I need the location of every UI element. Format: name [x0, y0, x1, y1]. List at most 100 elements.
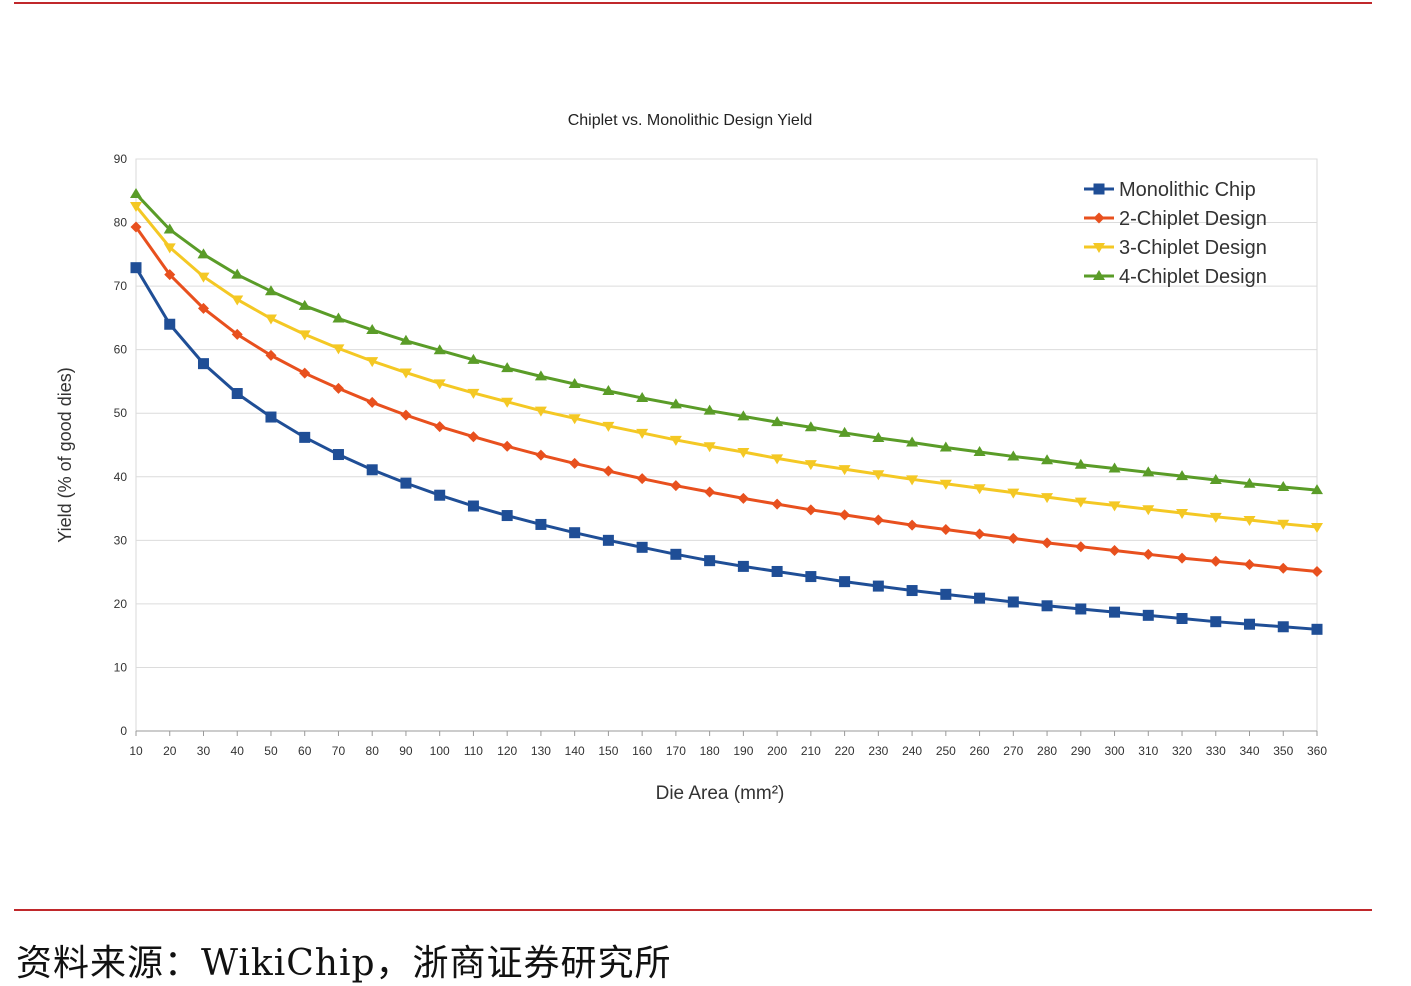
data-point-monolithic-chip — [164, 318, 176, 330]
grid-lines — [135, 158, 1318, 732]
data-point-monolithic-chip — [906, 585, 918, 597]
data-point-3-chiplet-design — [636, 428, 649, 439]
series-group — [130, 187, 1323, 635]
data-point-4-chiplet-design — [636, 391, 649, 402]
x-tick-label: 10 — [129, 744, 143, 758]
data-point-monolithic-chip — [434, 489, 446, 501]
data-point-monolithic-chip — [400, 477, 412, 489]
data-point-3-chiplet-design — [264, 314, 277, 325]
x-tick-label: 50 — [264, 744, 278, 758]
y-tick-label: 90 — [114, 152, 128, 166]
y-tick-label: 10 — [114, 660, 128, 674]
data-point-4-chiplet-design — [366, 323, 379, 334]
x-tick-label: 310 — [1138, 744, 1158, 758]
x-tick-label: 360 — [1307, 744, 1327, 758]
data-point-2-chiplet-design — [704, 486, 716, 498]
data-point-2-chiplet-design — [1311, 565, 1323, 577]
data-point-monolithic-chip — [1244, 618, 1256, 630]
legend-swatch-marker — [1093, 270, 1105, 280]
data-point-monolithic-chip — [467, 500, 479, 512]
data-point-2-chiplet-design — [400, 409, 412, 421]
bottom-rule — [14, 909, 1372, 911]
data-point-4-chiplet-design — [163, 223, 176, 234]
data-point-3-chiplet-design — [1277, 519, 1290, 530]
data-point-3-chiplet-design — [1209, 512, 1222, 523]
data-point-3-chiplet-design — [737, 447, 750, 458]
data-point-4-chiplet-design — [602, 384, 615, 395]
x-tick-label: 20 — [163, 744, 177, 758]
data-point-3-chiplet-design — [1176, 509, 1189, 520]
data-point-2-chiplet-design — [265, 349, 277, 361]
top-rule — [14, 2, 1372, 4]
data-point-3-chiplet-design — [939, 479, 952, 490]
data-point-4-chiplet-design — [298, 299, 311, 310]
data-point-monolithic-chip — [197, 358, 209, 370]
data-point-3-chiplet-design — [1108, 501, 1121, 512]
y-tick-label: 40 — [114, 470, 128, 484]
data-point-monolithic-chip — [1210, 616, 1222, 628]
legend-swatch-marker — [1093, 183, 1105, 195]
x-tick-label: 210 — [801, 744, 821, 758]
data-point-2-chiplet-design — [602, 465, 614, 477]
data-point-4-chiplet-design — [1311, 484, 1323, 495]
data-point-3-chiplet-design — [1074, 497, 1087, 508]
x-tick-label: 280 — [1037, 744, 1057, 758]
data-point-3-chiplet-design — [703, 442, 716, 453]
data-point-4-chiplet-design — [1176, 470, 1189, 481]
data-point-4-chiplet-design — [433, 344, 446, 355]
data-point-2-chiplet-design — [805, 504, 817, 516]
data-point-3-chiplet-design — [973, 484, 986, 495]
data-point-monolithic-chip — [1075, 603, 1087, 615]
data-point-2-chiplet-design — [501, 440, 513, 452]
data-point-4-chiplet-design — [939, 441, 952, 452]
x-axis-label: Die Area (mm²) — [656, 783, 785, 804]
x-tick-label: 180 — [700, 744, 720, 758]
data-point-2-chiplet-design — [1075, 541, 1087, 553]
data-point-4-chiplet-design — [872, 432, 885, 443]
data-point-monolithic-chip — [1176, 613, 1188, 625]
legend-swatch-marker — [1093, 212, 1105, 224]
x-tick-label: 70 — [332, 744, 346, 758]
data-point-2-chiplet-design — [467, 431, 479, 443]
data-point-4-chiplet-design — [1074, 458, 1087, 469]
data-point-2-chiplet-design — [1041, 537, 1053, 549]
data-point-2-chiplet-design — [737, 492, 749, 504]
data-point-3-chiplet-design — [433, 379, 446, 390]
data-point-2-chiplet-design — [872, 514, 884, 526]
data-point-4-chiplet-design — [1243, 477, 1256, 488]
data-point-monolithic-chip — [636, 541, 648, 553]
data-point-3-chiplet-design — [467, 388, 480, 399]
data-point-monolithic-chip — [501, 510, 513, 522]
series-4-chiplet-design — [130, 187, 1323, 495]
x-tick-label: 130 — [531, 744, 551, 758]
data-point-4-chiplet-design — [197, 248, 210, 259]
data-point-4-chiplet-design — [264, 285, 277, 296]
legend-entry-4-chiplet-design: 4-Chiplet Design — [1084, 266, 1267, 288]
data-point-4-chiplet-design — [1108, 462, 1121, 473]
x-tick-label: 260 — [970, 744, 990, 758]
y-tick-label: 60 — [114, 343, 128, 357]
data-point-4-chiplet-design — [130, 187, 142, 198]
data-point-2-chiplet-design — [636, 473, 648, 485]
data-point-2-chiplet-design — [299, 367, 311, 379]
data-point-monolithic-chip — [265, 411, 277, 423]
legend-entry-2-chiplet-design: 2-Chiplet Design — [1084, 208, 1267, 230]
data-point-3-chiplet-design — [838, 465, 851, 476]
data-point-4-chiplet-design — [703, 404, 716, 415]
data-point-4-chiplet-design — [1209, 473, 1222, 484]
data-point-monolithic-chip — [737, 560, 749, 572]
data-point-2-chiplet-design — [771, 498, 783, 510]
data-point-3-chiplet-design — [1311, 522, 1323, 533]
x-tick-label: 270 — [1003, 744, 1023, 758]
data-point-4-chiplet-design — [804, 421, 817, 432]
data-point-4-chiplet-design — [906, 436, 919, 447]
data-point-3-chiplet-design — [399, 368, 412, 379]
data-point-3-chiplet-design — [1041, 493, 1054, 504]
y-tick-label: 20 — [114, 597, 128, 611]
x-tick-label: 220 — [835, 744, 855, 758]
legend-label: 2-Chiplet Design — [1119, 208, 1267, 230]
chart-title: Chiplet vs. Monolithic Design Yield — [568, 112, 813, 129]
data-point-2-chiplet-design — [569, 457, 581, 469]
data-point-monolithic-chip — [940, 588, 952, 600]
y-tick-label: 30 — [114, 533, 128, 547]
